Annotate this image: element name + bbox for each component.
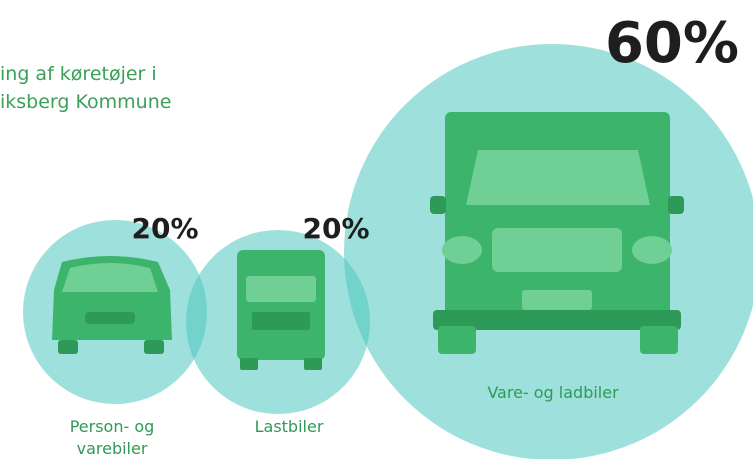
truck-icon (237, 250, 325, 370)
van-icon (430, 112, 684, 354)
title-line: ing af køretøjer i (0, 63, 157, 85)
percent-label: 60% (605, 11, 739, 76)
car-icon (52, 256, 172, 354)
category-label: Lastbiler (255, 417, 324, 436)
title-line: iksberg Kommune (0, 91, 171, 113)
category-label: Vare- og ladbiler (487, 383, 619, 402)
category-label: varebiler (77, 439, 148, 458)
category-label: Person- og (70, 417, 155, 436)
infographic: ing af køretøjer i iksberg Kommune 20% 2… (0, 0, 753, 459)
percent-label: 20% (131, 212, 198, 245)
percent-label: 20% (302, 212, 369, 245)
